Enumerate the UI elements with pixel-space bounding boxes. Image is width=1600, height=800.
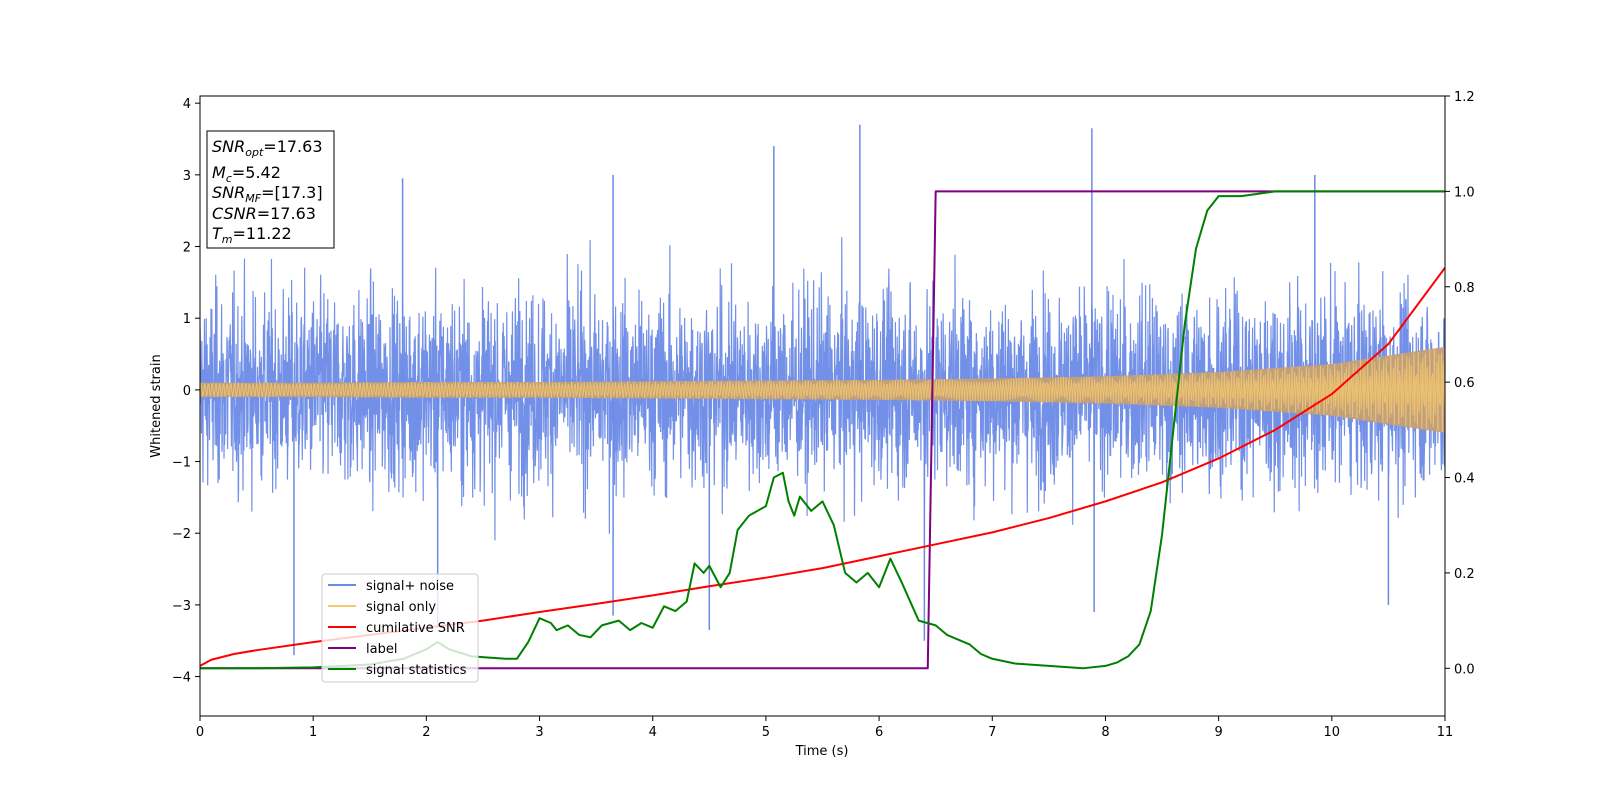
info-tm-value: =11.22	[233, 224, 292, 243]
x-tick-label: 2	[422, 725, 430, 740]
signal-only-trace	[200, 349, 1445, 433]
x-axis: 0 1 2 3 4 5 6 7 8 9 10 11	[196, 716, 1453, 740]
signal-only-envelope	[200, 346, 1445, 433]
info-snr-mf-value: =[17.3]	[261, 183, 323, 202]
y-tick-label-left: −1	[172, 456, 191, 471]
y-tick-label-left: 3	[183, 169, 191, 184]
y-axis-right: 1.2 1.0 0.8 0.6 0.4 0.2 0.0	[1445, 90, 1475, 677]
plot-area	[200, 124, 1445, 670]
info-snr-mf: SNRMF=[17.3]	[212, 183, 323, 205]
legend: signal+ noise signal only cumilative SNR…	[321, 573, 479, 683]
x-tick-label: 11	[1437, 725, 1454, 740]
x-tick-label: 4	[649, 725, 657, 740]
x-tick-label: 10	[1324, 725, 1341, 740]
legend-label-label: label	[366, 642, 397, 657]
label-line	[200, 190, 1445, 670]
x-tick-label: 1	[309, 725, 317, 740]
y-tick-label-left: 2	[183, 241, 191, 256]
y-tick-label-left: −3	[172, 599, 191, 614]
signal-statistics-line	[200, 190, 1445, 670]
y-tick-label-right: 0.2	[1454, 567, 1475, 582]
y-tick-label-right: 0.4	[1454, 472, 1475, 487]
legend-label-signal-statistics: signal statistics	[366, 663, 467, 678]
y-tick-label-left: 0	[183, 384, 191, 399]
y-tick-label-right: 0.8	[1454, 281, 1475, 296]
y-tick-label-left: −4	[172, 671, 191, 686]
y-tick-label-left: −2	[172, 527, 191, 542]
series-lines	[200, 190, 1445, 670]
plot-frame	[199, 95, 1446, 717]
legend-frame	[321, 573, 479, 683]
x-tick-label: 9	[1214, 725, 1222, 740]
x-tick-label: 0	[196, 725, 204, 740]
info-mc: Mc=5.42	[212, 163, 281, 185]
info-snr-opt-value: =17.63	[263, 137, 322, 156]
x-tick-label: 5	[762, 725, 770, 740]
y-tick-label-right: 1.2	[1454, 90, 1475, 105]
x-tick-label: 6	[875, 725, 883, 740]
info-box: SNRopt=17.63 Mc=5.42 SNRMF=[17.3] CSNR=1…	[206, 130, 335, 249]
info-mc-value: =5.42	[232, 163, 281, 182]
legend-label-signal-only: signal only	[366, 600, 436, 615]
legend-label-cumulative-snr: cumilative SNR	[366, 621, 465, 636]
info-snr-opt: SNRopt=17.63	[212, 137, 323, 159]
info-csnr: CSNR=17.63	[212, 204, 316, 223]
x-tick-label: 8	[1101, 725, 1109, 740]
y-tick-label-left: 4	[183, 97, 191, 112]
y-tick-label-right: 0.0	[1454, 662, 1475, 677]
x-tick-label: 3	[535, 725, 543, 740]
y-axis-left: 4 3 2 1 0 −1 −2 −3 −4	[172, 97, 200, 686]
info-tm: Tm=11.22	[212, 224, 292, 246]
info-box-frame	[206, 130, 335, 249]
x-tick-label: 7	[988, 725, 996, 740]
series-signal-only	[200, 346, 1445, 433]
legend-label-signal-noise: signal+ noise	[366, 579, 454, 594]
x-axis-label: Time (s)	[795, 744, 849, 759]
cumulative-snr-line	[200, 267, 1445, 667]
y-tick-label-left: 1	[183, 312, 191, 327]
y-axis-label: Whitened strain	[149, 354, 164, 457]
y-tick-label-right: 1.0	[1454, 185, 1475, 200]
y-tick-label-right: 0.6	[1454, 376, 1475, 391]
series-signal-noise	[200, 124, 1445, 656]
info-csnr-value: =17.63	[257, 204, 316, 223]
